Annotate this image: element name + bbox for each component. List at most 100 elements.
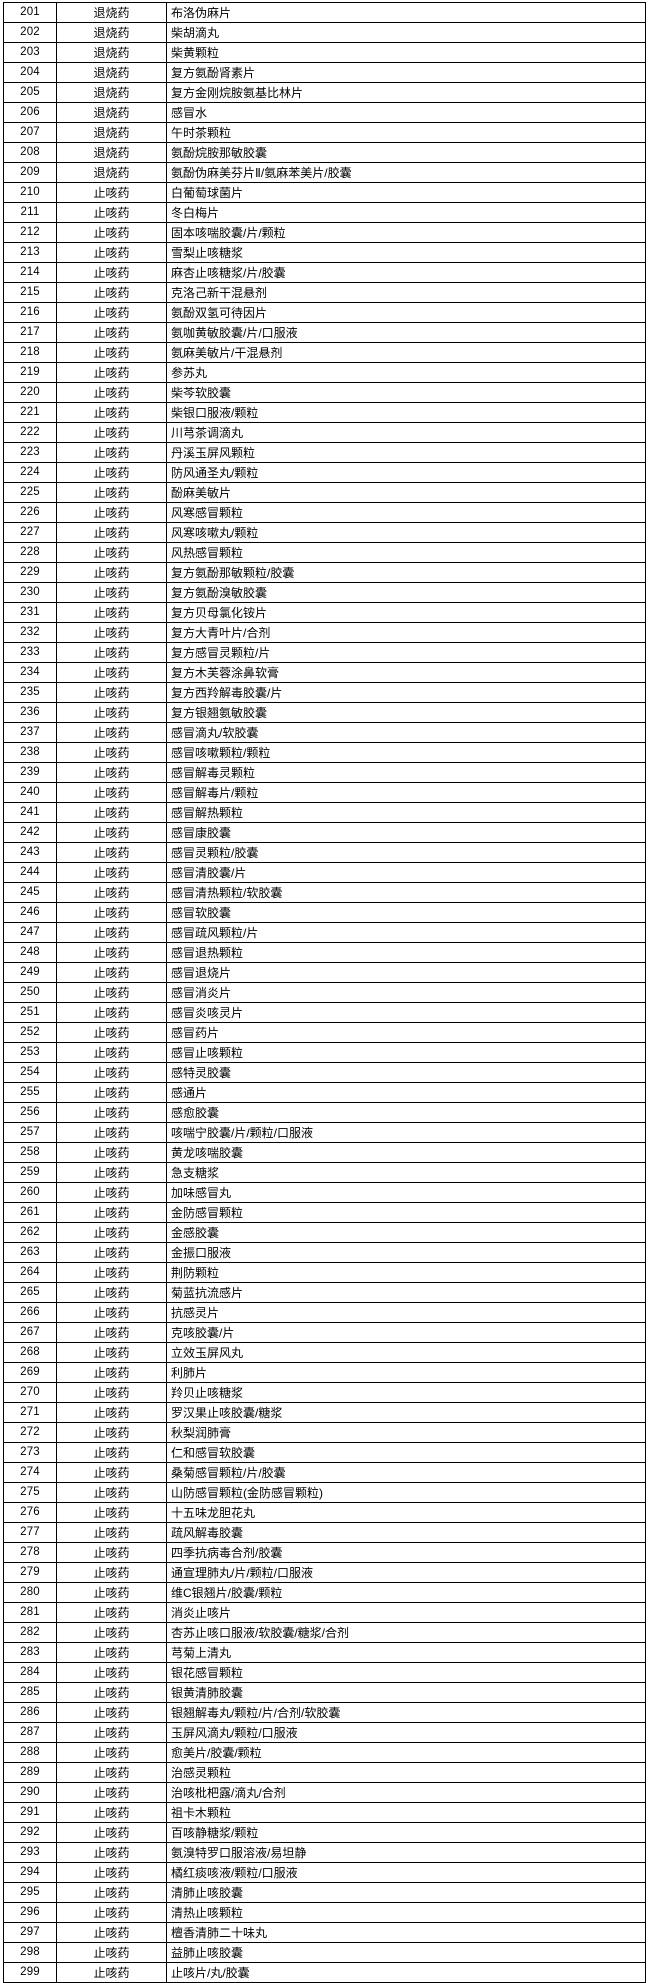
cell-drug-name: 菊蓝抗流感片 xyxy=(166,1282,646,1303)
cell-drug-name: 百咳静糖浆/颗粒 xyxy=(166,1822,646,1843)
table-row: 234 止咳药 复方木芙蓉涂鼻软膏 xyxy=(3,662,646,683)
cell-category: 止咳药 xyxy=(56,1302,167,1323)
cell-category: 止咳药 xyxy=(56,822,167,843)
cell-category: 止咳药 xyxy=(56,1882,167,1903)
cell-id: 275 xyxy=(3,1482,57,1503)
cell-drug-name: 橘红痰咳液/颗粒/口服液 xyxy=(166,1862,646,1883)
cell-category: 止咳药 xyxy=(56,1482,167,1503)
cell-drug-name: 急支糖浆 xyxy=(166,1162,646,1183)
cell-category: 止咳药 xyxy=(56,1602,167,1623)
cell-id: 297 xyxy=(3,1922,57,1943)
cell-drug-name: 罗汉果止咳胶囊/糖浆 xyxy=(166,1402,646,1423)
table-row: 273 止咳药 仁和感冒软胶囊 xyxy=(3,1442,646,1463)
cell-drug-name: 秋梨润肺膏 xyxy=(166,1422,646,1443)
cell-drug-name: 山防感冒颗粒(金防感冒颗粒) xyxy=(166,1482,646,1503)
cell-drug-name: 雪梨止咳糖浆 xyxy=(166,242,646,263)
cell-id: 210 xyxy=(3,182,57,203)
cell-drug-name: 利肺片 xyxy=(166,1362,646,1383)
cell-category: 止咳药 xyxy=(56,922,167,943)
cell-category: 退烧药 xyxy=(56,2,167,23)
table-row: 297 止咳药 檀香清肺二十味丸 xyxy=(3,1922,646,1943)
table-row: 237 止咳药 感冒滴丸/软胶囊 xyxy=(3,722,646,743)
table-row: 271 止咳药 罗汉果止咳胶囊/糖浆 xyxy=(3,1402,646,1423)
cell-id: 282 xyxy=(3,1622,57,1643)
cell-id: 239 xyxy=(3,762,57,783)
cell-id: 238 xyxy=(3,742,57,763)
table-row: 282 止咳药 杏苏止咳口服液/软胶囊/糖浆/合剂 xyxy=(3,1622,646,1643)
cell-drug-name: 午时茶颗粒 xyxy=(166,122,646,143)
cell-category: 止咳药 xyxy=(56,1062,167,1083)
cell-drug-name: 复方感冒灵颗粒/片 xyxy=(166,642,646,663)
table-row: 274 止咳药 桑菊感冒颗粒/片/胶囊 xyxy=(3,1462,646,1483)
cell-drug-name: 风热感冒颗粒 xyxy=(166,542,646,563)
table-row: 229 止咳药 复方氨酚那敏颗粒/胶囊 xyxy=(3,562,646,583)
cell-id: 208 xyxy=(3,142,57,163)
table-row: 290 止咳药 治咳枇杷露/滴丸/合剂 xyxy=(3,1782,646,1803)
table-row: 227 止咳药 风寒咳嗽丸/颗粒 xyxy=(3,522,646,543)
cell-drug-name: 复方西羚解毒胶囊/片 xyxy=(166,682,646,703)
cell-category: 止咳药 xyxy=(56,1462,167,1483)
cell-drug-name: 氨溴特罗口服溶液/易坦静 xyxy=(166,1842,646,1863)
table-row: 259 止咳药 急支糖浆 xyxy=(3,1162,646,1183)
cell-category: 止咳药 xyxy=(56,1382,167,1403)
cell-id: 232 xyxy=(3,622,57,643)
cell-category: 止咳药 xyxy=(56,742,167,763)
cell-id: 243 xyxy=(3,842,57,863)
cell-id: 270 xyxy=(3,1382,57,1403)
cell-drug-name: 杏苏止咳口服液/软胶囊/糖浆/合剂 xyxy=(166,1622,646,1643)
cell-category: 止咳药 xyxy=(56,1022,167,1043)
cell-drug-name: 感冒解热颗粒 xyxy=(166,802,646,823)
cell-drug-name: 氨咖黄敏胶囊/片/口服液 xyxy=(166,322,646,343)
cell-drug-name: 感冒退烧片 xyxy=(166,962,646,983)
table-row: 280 止咳药 维C银翘片/胶囊/颗粒 xyxy=(3,1582,646,1603)
cell-category: 止咳药 xyxy=(56,342,167,363)
table-row: 278 止咳药 四季抗病毒合剂/胶囊 xyxy=(3,1542,646,1563)
table-row: 244 止咳药 感冒清胶囊/片 xyxy=(3,862,646,883)
cell-id: 251 xyxy=(3,1002,57,1023)
cell-id: 229 xyxy=(3,562,57,583)
cell-drug-name: 羚贝止咳糖浆 xyxy=(166,1382,646,1403)
cell-id: 201 xyxy=(3,2,57,23)
cell-id: 250 xyxy=(3,982,57,1003)
cell-category: 止咳药 xyxy=(56,762,167,783)
cell-id: 261 xyxy=(3,1202,57,1223)
cell-id: 211 xyxy=(3,202,57,223)
table-row: 241 止咳药 感冒解热颗粒 xyxy=(3,802,646,823)
cell-drug-name: 芎菊上清丸 xyxy=(166,1642,646,1663)
cell-id: 221 xyxy=(3,402,57,423)
cell-category: 止咳药 xyxy=(56,1822,167,1843)
table-row: 213 止咳药 雪梨止咳糖浆 xyxy=(3,242,646,263)
table-row: 265 止咳药 菊蓝抗流感片 xyxy=(3,1282,646,1303)
table-row: 232 止咳药 复方大青叶片/合剂 xyxy=(3,622,646,643)
cell-id: 283 xyxy=(3,1642,57,1663)
cell-id: 288 xyxy=(3,1742,57,1763)
cell-category: 止咳药 xyxy=(56,1722,167,1743)
table-row: 285 止咳药 银黄清肺胶囊 xyxy=(3,1682,646,1703)
cell-id: 223 xyxy=(3,442,57,463)
cell-drug-name: 十五味龙胆花丸 xyxy=(166,1502,646,1523)
table-row: 225 止咳药 酚麻美敏片 xyxy=(3,482,646,503)
table-row: 207 退烧药 午时茶颗粒 xyxy=(3,122,646,143)
cell-drug-name: 感冒消炎片 xyxy=(166,982,646,1003)
cell-category: 止咳药 xyxy=(56,802,167,823)
table-row: 269 止咳药 利肺片 xyxy=(3,1362,646,1383)
cell-category: 止咳药 xyxy=(56,882,167,903)
cell-drug-name: 感冒解毒灵颗粒 xyxy=(166,762,646,783)
table-row: 217 止咳药 氨咖黄敏胶囊/片/口服液 xyxy=(3,322,646,343)
cell-drug-name: 清肺止咳胶囊 xyxy=(166,1882,646,1903)
cell-drug-name: 感冒清热颗粒/软胶囊 xyxy=(166,882,646,903)
cell-id: 244 xyxy=(3,862,57,883)
cell-id: 215 xyxy=(3,282,57,303)
cell-id: 249 xyxy=(3,962,57,983)
cell-id: 225 xyxy=(3,482,57,503)
cell-drug-name: 感冒康胶囊 xyxy=(166,822,646,843)
table-row: 210 止咳药 白葡萄球菌片 xyxy=(3,182,646,203)
cell-drug-name: 感冒灵颗粒/胶囊 xyxy=(166,842,646,863)
cell-category: 止咳药 xyxy=(56,1742,167,1763)
cell-id: 206 xyxy=(3,102,57,123)
table-row: 249 止咳药 感冒退烧片 xyxy=(3,962,646,983)
table-row: 258 止咳药 黄龙咳喘胶囊 xyxy=(3,1142,646,1163)
cell-drug-name: 黄龙咳喘胶囊 xyxy=(166,1142,646,1163)
cell-id: 286 xyxy=(3,1702,57,1723)
cell-drug-name: 丹溪玉屏风颗粒 xyxy=(166,442,646,463)
